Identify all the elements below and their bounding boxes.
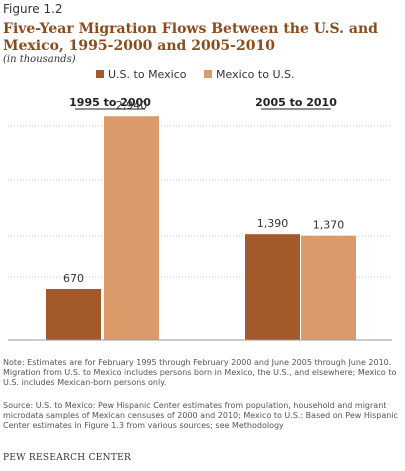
bar [46,289,101,340]
data-label: 670 [63,272,84,285]
category-label: 2005 to 2010 [255,96,337,109]
data-label: 1,370 [313,219,345,232]
bar [301,235,356,340]
figure-label: Figure 1.2 [3,2,63,16]
footer-credit: PEW RESEARCH CENTER [3,453,132,463]
data-label: 2,940 [116,99,148,112]
chart-source: Source: U.S. to Mexico: Pew Hispanic Cen… [3,401,398,430]
legend-swatch [96,70,104,78]
bar-chart: U.S. to Mexico Mexico to U.S. 1995 to 2000… [8,68,392,341]
chart-note: Note: Estimates are for February 1995 th… [3,358,397,387]
legend-label: Mexico to U.S. [216,68,294,81]
category-label: 1995 to 2000 [69,96,151,109]
legend-label: U.S. to Mexico [108,68,187,81]
chart-subtitle: (in thousands) [3,54,76,65]
bar [245,234,300,340]
legend-swatch [204,70,212,78]
bar [104,116,159,340]
data-label: 1,390 [257,217,289,230]
chart-title: Five-Year Migration Flows Between the U.… [3,21,378,54]
